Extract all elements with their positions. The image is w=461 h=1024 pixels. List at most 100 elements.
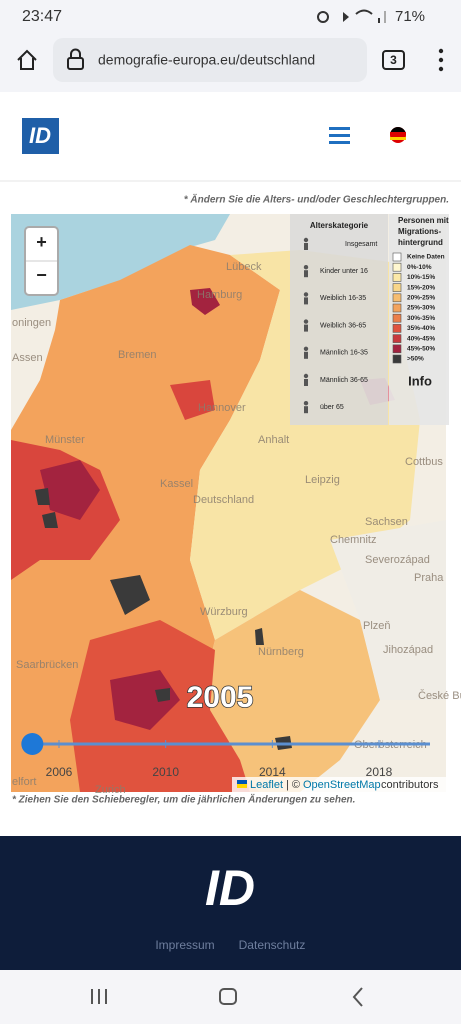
ukraine-flag: [237, 784, 247, 788]
place-label: Plzeň: [363, 620, 391, 632]
place-label: Severozápad: [365, 554, 430, 566]
person-icon: [304, 297, 308, 305]
place-label: elfort: [12, 776, 36, 788]
place-label: Anhalt: [258, 434, 289, 446]
menu-button[interactable]: [438, 48, 444, 72]
legend-swatch: [392, 273, 402, 282]
footer-link[interactable]: Datenschutz: [239, 938, 306, 952]
osm-link[interactable]: OpenStreetMap: [303, 779, 381, 791]
clock: 23:47: [22, 8, 62, 25]
region-hannover: [170, 380, 215, 420]
place-label: Hamburg: [197, 289, 242, 301]
lock-icon: [67, 57, 84, 70]
region-hamburg: [190, 288, 220, 315]
home-nav-button[interactable]: [219, 988, 237, 1005]
age-option[interactable]: Männlich 36-65: [320, 377, 368, 384]
tab-count: 3: [390, 53, 397, 67]
hamburger-menu[interactable]: [329, 127, 350, 144]
legend-swatch: [392, 324, 402, 333]
person-icon: [304, 243, 308, 250]
share-legend-title: Personen mit Migrations-hintergrund: [398, 216, 449, 247]
legend-label: 0%-10%: [407, 264, 432, 271]
legend-swatch: [392, 252, 402, 262]
age-option[interactable]: Weiblich 36-65: [320, 322, 366, 329]
info-label[interactable]: Info: [408, 373, 432, 388]
slider-tick-label: 2010: [152, 765, 179, 779]
url[interactable]: demografie-europa.eu/deutschland: [98, 52, 315, 68]
ukraine-flag: [237, 780, 247, 784]
legend-label: >50%: [407, 356, 424, 363]
map[interactable]: Hamburg Bremen Hannover Deutschland Leip…: [11, 214, 461, 796]
legend-label: Keine Daten: [407, 254, 445, 261]
region-stuttgart: [110, 670, 180, 730]
place-label: Hannover: [198, 402, 246, 414]
person-icon: [303, 319, 309, 324]
zoom-out[interactable]: −: [36, 265, 47, 285]
place-label: Würzburg: [200, 606, 248, 618]
legend-label: 45%-50%: [407, 346, 435, 353]
attribution-box: [232, 777, 446, 792]
footer-link[interactable]: Impressum: [155, 938, 214, 952]
legend-label: 40%-45%: [407, 335, 435, 342]
place-label: Leipzig: [305, 474, 340, 486]
recent-apps-button[interactable]: [91, 989, 107, 1004]
person-icon: [304, 324, 308, 332]
legend-swatch: [392, 313, 402, 323]
lock-icon: [70, 48, 81, 58]
place-label: Bremen: [118, 349, 157, 361]
place-label: Münster: [45, 434, 85, 446]
person-icon: [303, 373, 309, 379]
back-button[interactable]: [352, 987, 363, 1007]
legend-label: 30%-35%: [407, 315, 435, 322]
legend-swatch: [392, 262, 402, 272]
person-icon: [303, 237, 309, 243]
wifi-icon: [355, 9, 373, 15]
legend-swatch: [392, 283, 402, 292]
legend-swatch: [392, 303, 402, 313]
age-option[interactable]: Kinder unter 16: [320, 268, 368, 275]
home-button[interactable]: [17, 49, 37, 70]
sea: [11, 214, 230, 310]
legend-swatch: [392, 334, 402, 343]
place-label: Saarbrücken: [16, 659, 78, 671]
leaflet-link[interactable]: Leaflet: [250, 779, 283, 791]
zoom-in[interactable]: +: [36, 232, 47, 252]
person-icon: [303, 346, 309, 351]
age-option[interactable]: Insgesamt: [345, 241, 377, 248]
url-bar[interactable]: [53, 38, 367, 82]
region-dark: [35, 488, 292, 750]
slider-tick-label: 2014: [259, 765, 286, 779]
slider-tick-label: 2006: [46, 765, 73, 779]
place-label: Chemnitz: [330, 534, 376, 546]
age-option[interactable]: Männlich 16-35: [320, 350, 368, 357]
person-icon: [304, 270, 308, 278]
place-label: Deutschland: [193, 494, 254, 506]
person-icon: [304, 406, 308, 414]
note-bottom: * Ziehen Sie den Schieberegler, um die j…: [12, 793, 355, 806]
person-icon: [304, 351, 308, 359]
legend-label: 10%-15%: [407, 274, 435, 281]
site-logo-mark: ID: [29, 123, 51, 148]
region-czech: [330, 520, 446, 700]
age-option[interactable]: über 65: [320, 404, 344, 411]
note-top: * Ändern Sie die Alters- und/oder Geschl…: [184, 193, 449, 206]
slider-handle[interactable]: [21, 733, 44, 755]
slider-tick-label: 2018: [366, 765, 393, 779]
legend-label: 15%-20%: [407, 284, 435, 291]
legend-swatch: [392, 293, 402, 303]
legend-label: 35%-40%: [407, 325, 435, 332]
place-label: České Budějovice: [418, 689, 461, 702]
age-option[interactable]: Weiblich 16-35: [320, 295, 366, 302]
region-ruhr-core: [40, 460, 100, 520]
place-label: Sachsen: [365, 516, 408, 528]
legend-swatch: [392, 344, 402, 354]
site-logo[interactable]: [22, 118, 59, 154]
age-legend-title: Alterskategorie: [310, 221, 369, 230]
place-label: Kassel: [160, 478, 193, 490]
person-icon: [303, 401, 309, 406]
footer: [0, 836, 461, 970]
tabs-button[interactable]: [382, 50, 405, 70]
place-label: Praha: [414, 572, 444, 584]
signal-icon: [378, 18, 380, 23]
